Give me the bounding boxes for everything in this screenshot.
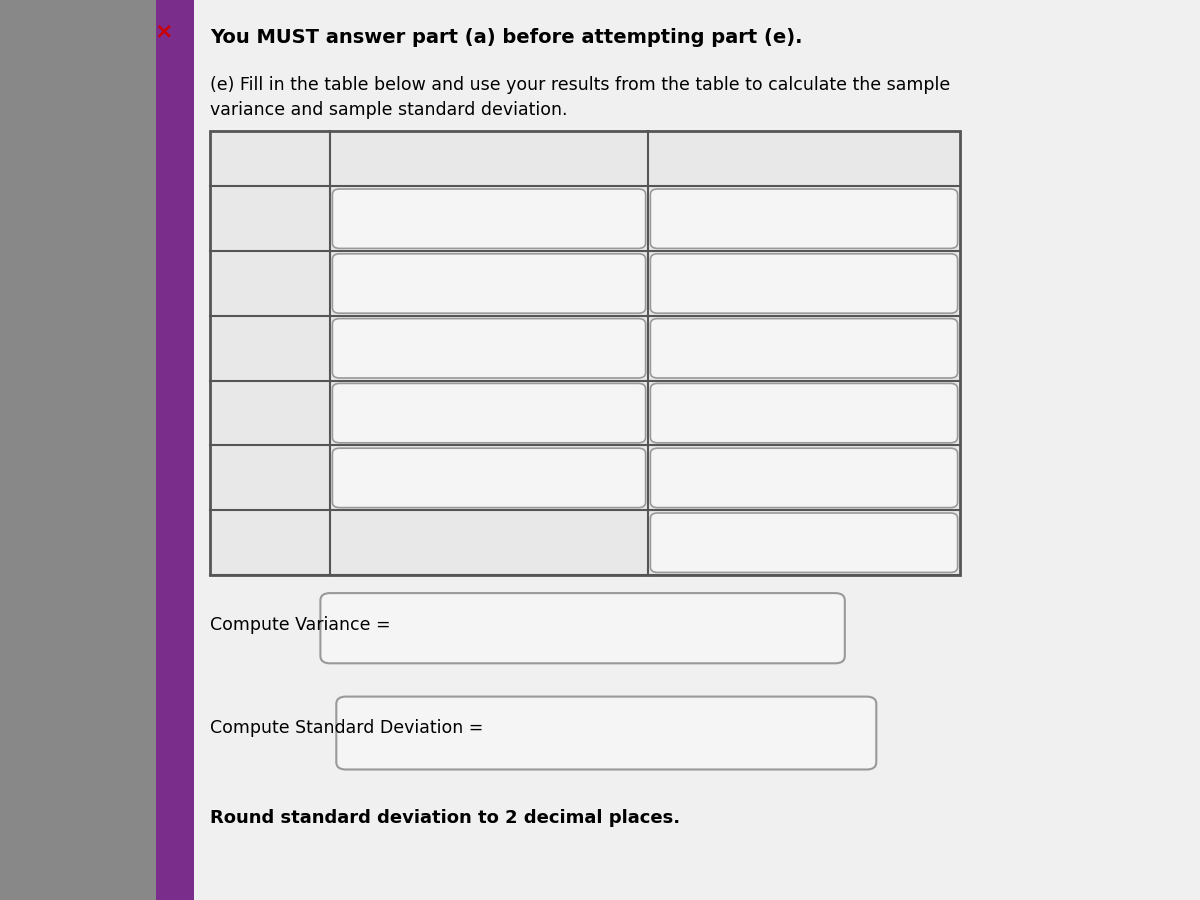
Text: 6: 6: [264, 338, 276, 358]
Text: Round standard deviation to 2 decimal places.: Round standard deviation to 2 decimal pl…: [210, 809, 680, 827]
Text: variance and sample standard deviation.: variance and sample standard deviation.: [210, 101, 568, 119]
Text: 1: 1: [264, 403, 276, 423]
Text: $(x - \bar{x})^2$: $(x - \bar{x})^2$: [766, 144, 842, 173]
Text: Compute Standard Deviation =: Compute Standard Deviation =: [210, 719, 484, 737]
Text: Total: Total: [246, 534, 294, 552]
Text: (e) Fill in the table below and use your results from the table to calculate the: (e) Fill in the table below and use your…: [210, 76, 950, 94]
Text: ×: ×: [154, 22, 173, 41]
Text: $x - \bar{x}$: $x - \bar{x}$: [462, 148, 516, 168]
Text: You MUST answer part (a) before attempting part (e).: You MUST answer part (a) before attempti…: [210, 28, 803, 48]
Text: 1: 1: [264, 468, 276, 488]
Text: 7: 7: [264, 209, 276, 229]
Text: $x$: $x$: [263, 148, 277, 168]
Text: 3: 3: [264, 274, 276, 293]
Text: Compute Variance =: Compute Variance =: [210, 616, 391, 634]
